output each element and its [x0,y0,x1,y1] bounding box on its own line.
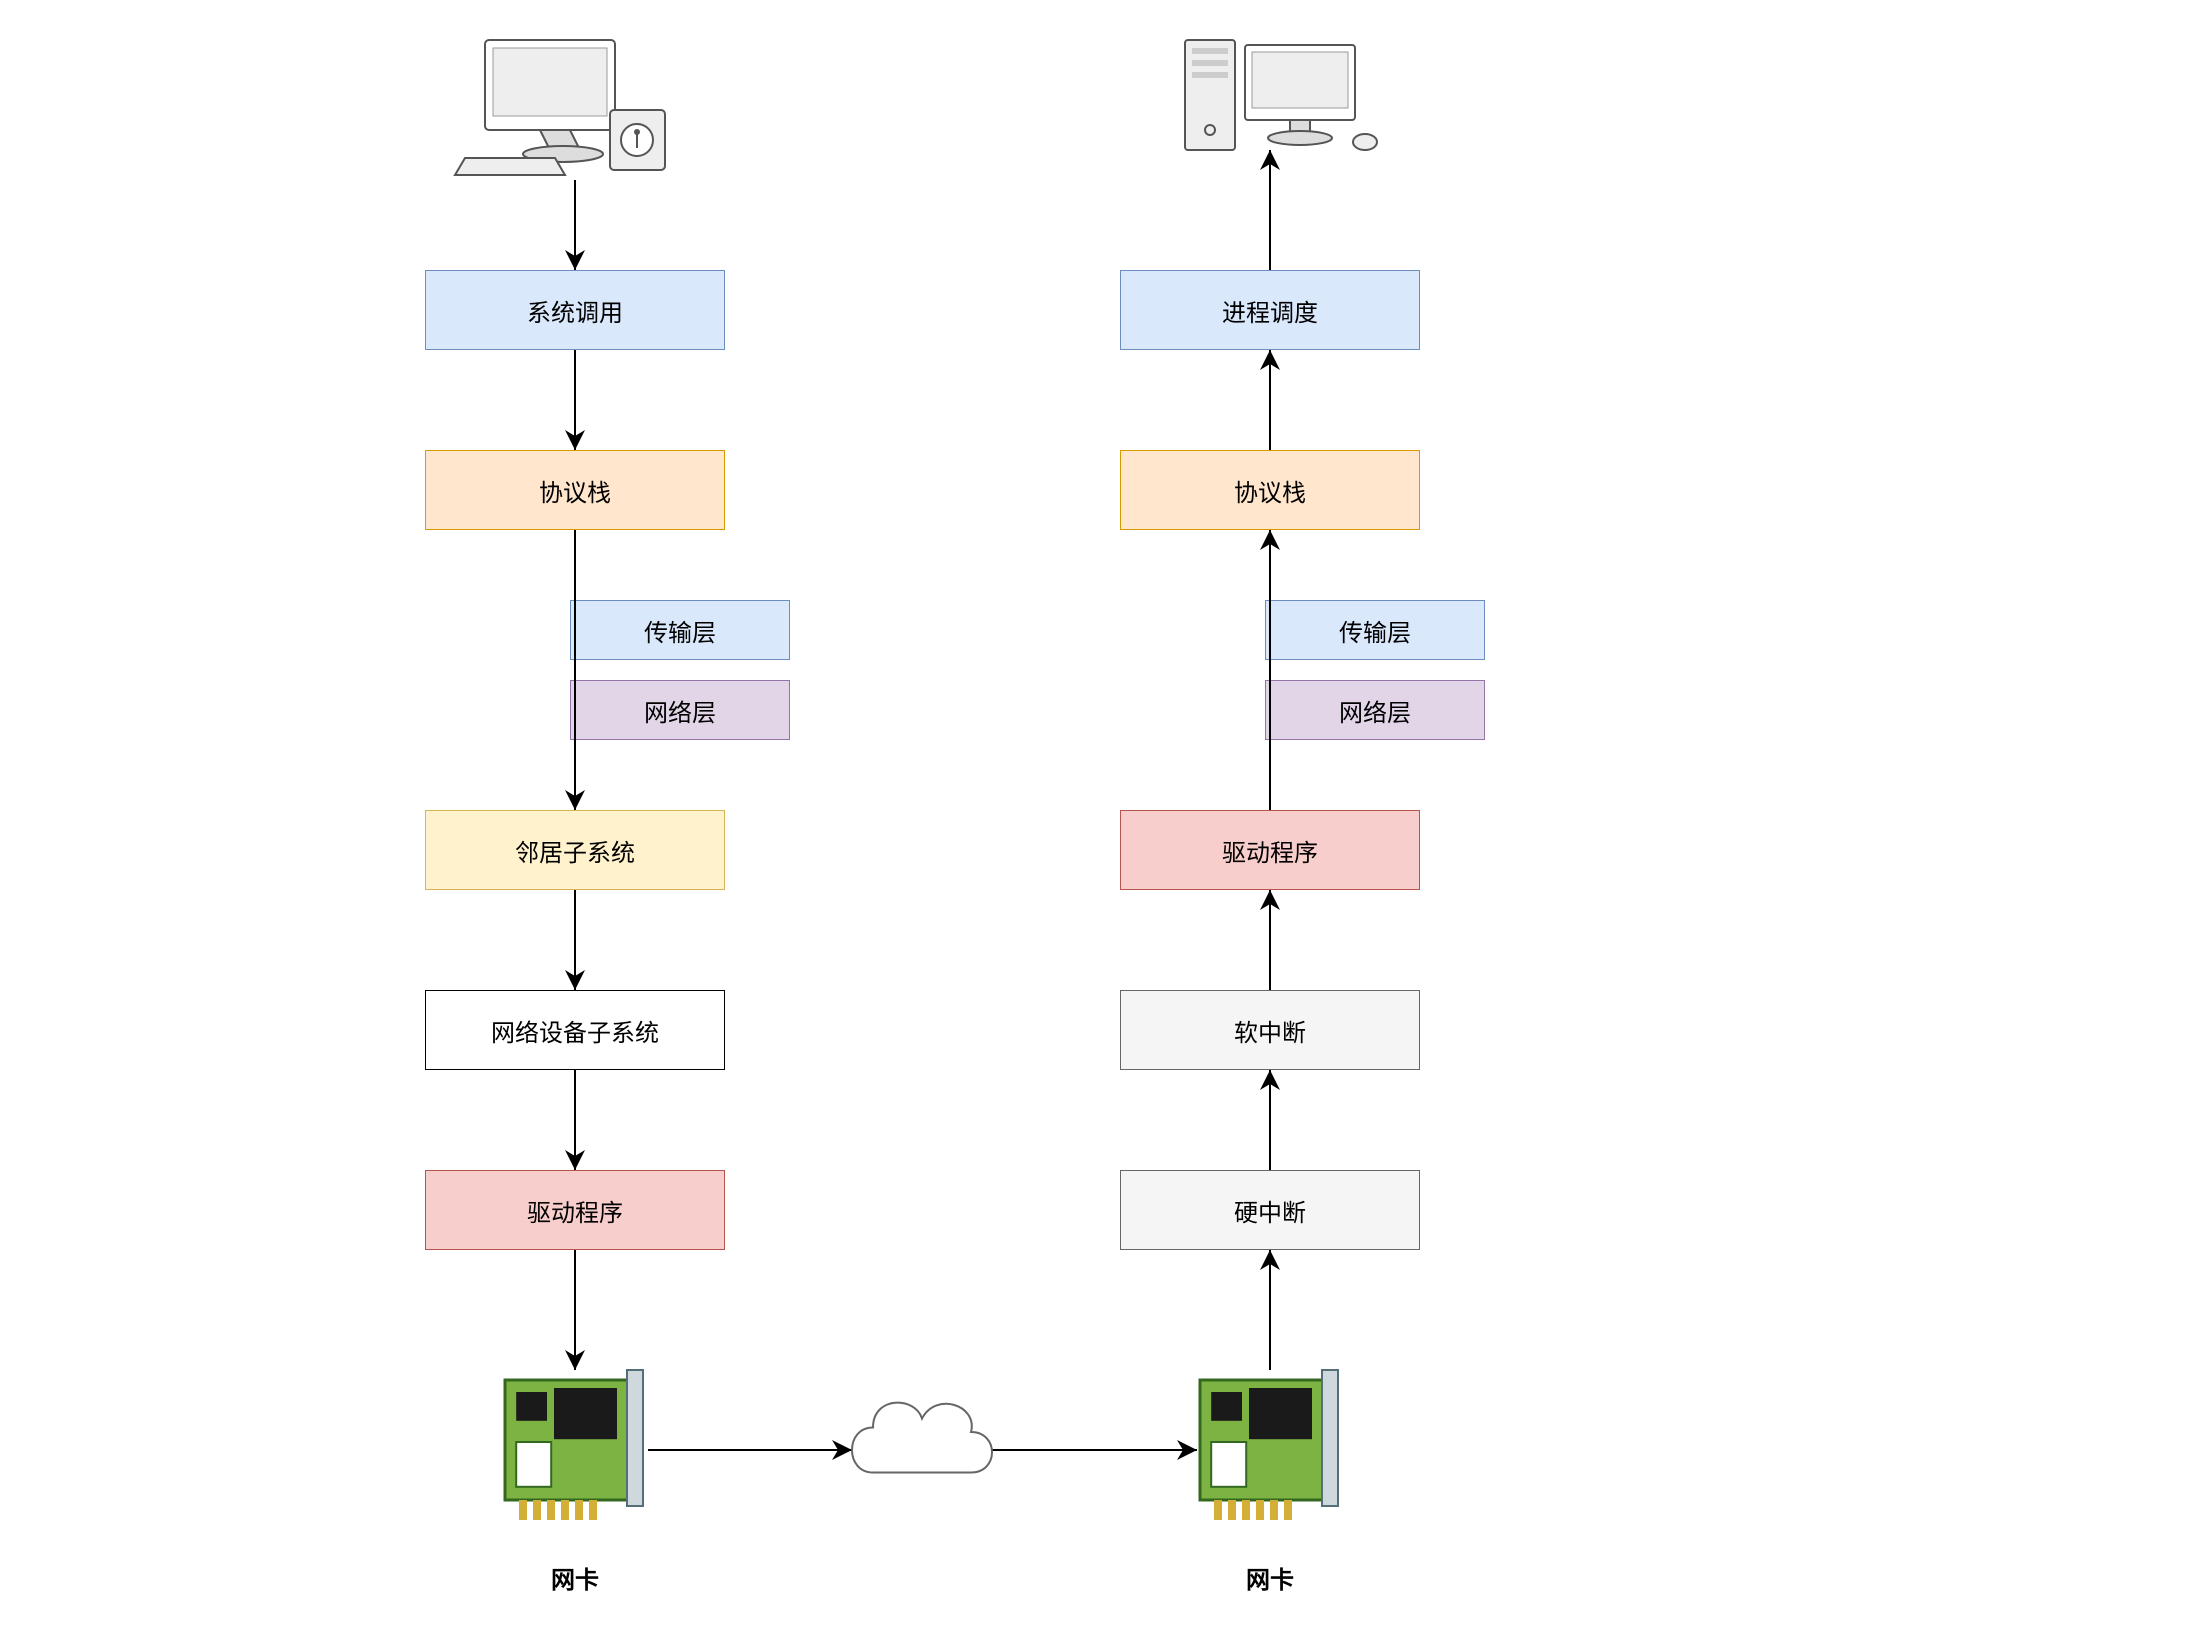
nic-icon [1200,1370,1338,1520]
cloud-icon [852,1403,992,1473]
nic-label-left: 网卡 [525,1560,625,1595]
box-softirq: 软中断 [1120,990,1420,1070]
box-sched: 进程调度 [1120,270,1420,350]
box-hardirq: 硬中断 [1120,1170,1420,1250]
box-protocol_r: 协议栈 [1120,450,1420,530]
computer-server-icon [455,40,665,175]
computer-pc-icon [1185,40,1377,150]
nic-label-right: 网卡 [1220,1560,1320,1595]
box-protocol_l: 协议栈 [425,450,725,530]
box-syscall: 系统调用 [425,270,725,350]
box-network_l: 网络层 [570,680,790,740]
box-driver_r: 驱动程序 [1120,810,1420,890]
nic-icon [505,1370,643,1520]
box-transport_r: 传输层 [1265,600,1485,660]
box-transport_l: 传输层 [570,600,790,660]
box-network_r: 网络层 [1265,680,1485,740]
box-neighbor: 邻居子系统 [425,810,725,890]
box-netdev: 网络设备子系统 [425,990,725,1070]
box-driver_l: 驱动程序 [425,1170,725,1250]
